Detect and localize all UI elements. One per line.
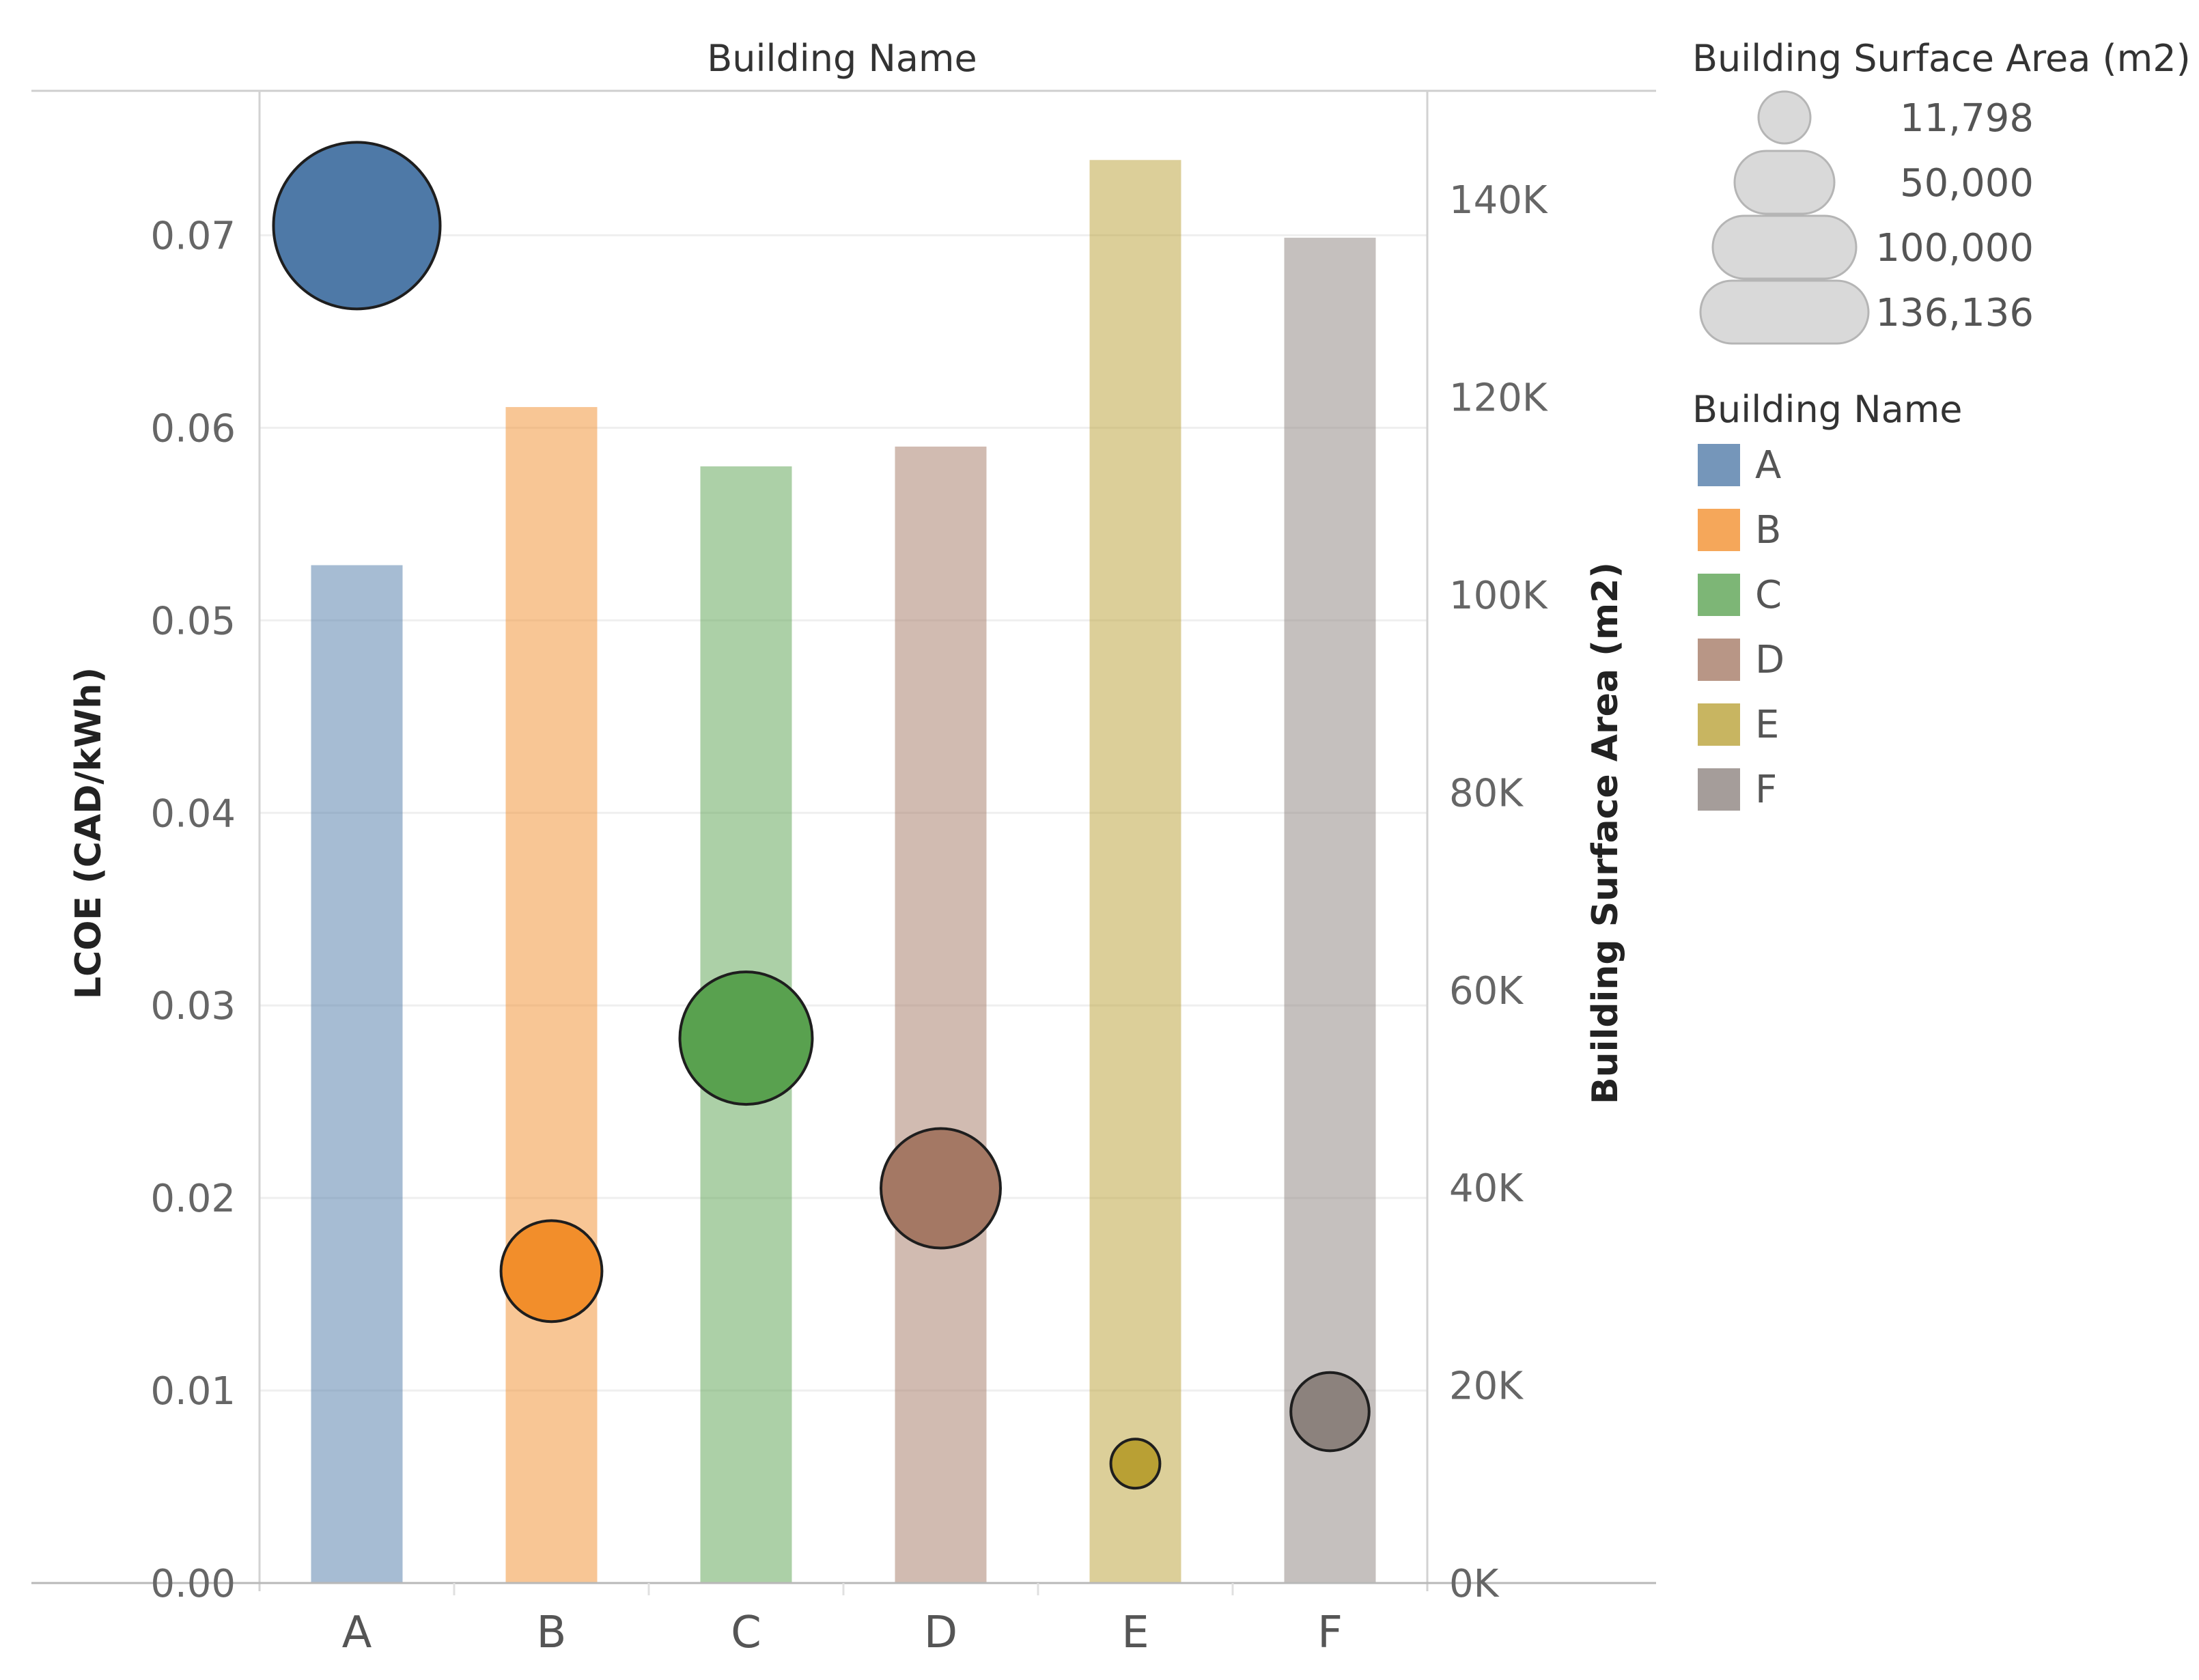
circle-f[interactable]: [1289, 1371, 1371, 1453]
category-label-f: F: [1317, 1608, 1343, 1658]
size-legend-shape: [1757, 90, 1812, 145]
right-axis-title: Building Surface Area (m2): [1585, 562, 1626, 1104]
size-legend-shape: [1699, 279, 1870, 345]
category-label-b: B: [537, 1608, 567, 1658]
color-legend-swatch[interactable]: [1698, 768, 1740, 811]
size-legend-label: 11,798: [1900, 96, 2034, 141]
surface-area-bars: [311, 160, 1376, 1584]
bar-d[interactable]: [895, 446, 987, 1583]
right-tick-label: 140K: [1449, 178, 1548, 223]
circle-d[interactable]: [880, 1127, 1002, 1250]
category-label-e: E: [1121, 1608, 1149, 1658]
color-legend-swatch[interactable]: [1698, 444, 1740, 486]
bar-a[interactable]: [311, 565, 403, 1583]
color-legend-swatch[interactable]: [1698, 574, 1740, 616]
right-tick-label: 120K: [1449, 376, 1548, 421]
circle-b[interactable]: [499, 1219, 604, 1324]
left-tick-label: 0.07: [150, 214, 236, 258]
right-tick-label: 0K: [1449, 1562, 1500, 1606]
size-legend-shape: [1711, 214, 1858, 280]
header-title: Building Name: [707, 37, 977, 80]
category-label-c: C: [731, 1608, 761, 1658]
category-label-a: A: [342, 1608, 372, 1658]
color-legend-label: E: [1755, 703, 1779, 747]
color-legend-label: F: [1755, 768, 1777, 812]
circle-e[interactable]: [1109, 1438, 1162, 1490]
size-legend-label: 100,000: [1875, 226, 2034, 270]
left-tick-label: 0.04: [150, 792, 236, 836]
size-legend: Building Surface Area (m2) 11,798 50,000 1…: [1692, 37, 2191, 345]
left-tick-label: 0.03: [150, 984, 236, 1028]
right-tick-label: 80K: [1449, 771, 1524, 815]
circle-a[interactable]: [272, 141, 442, 311]
bar-f[interactable]: [1284, 238, 1376, 1584]
left-tick-label: 0.05: [150, 599, 236, 643]
color-legend-label: A: [1755, 443, 1781, 488]
color-legend-swatch[interactable]: [1698, 509, 1740, 551]
right-tick-label: 20K: [1449, 1364, 1524, 1409]
color-legend-label: B: [1755, 508, 1781, 552]
color-legend-swatch[interactable]: [1698, 639, 1740, 681]
color-legend-title: Building Name: [1692, 388, 1963, 431]
right-tick-label: 40K: [1449, 1166, 1524, 1211]
color-legend-label: C: [1755, 573, 1782, 617]
left-tick-label: 0.01: [150, 1369, 236, 1414]
right-tick-label: 60K: [1449, 969, 1524, 1013]
size-legend-shape: [1733, 150, 1836, 215]
color-legend-label: D: [1755, 638, 1784, 682]
bar-b[interactable]: [505, 407, 598, 1583]
right-tick-label: 100K: [1449, 574, 1548, 618]
left-axis-title: LCOE (CAD/kWh): [68, 667, 109, 999]
chart-frame: [31, 89, 1656, 1591]
axis-ticks: 0.00 0.01 0.02 0.03 0.04 0.05 0.06 0.07 0K 20K 40K…: [150, 178, 1548, 1658]
size-legend-label: 50,000: [1900, 161, 2034, 206]
lcoe-circles: [272, 141, 1371, 1490]
size-legend-title: Building Surface Area (m2): [1692, 37, 2191, 80]
left-tick-label: 0.06: [150, 406, 236, 451]
left-tick-label: 0.02: [150, 1177, 236, 1221]
left-tick-label: 0.00: [150, 1562, 236, 1606]
bar-e[interactable]: [1089, 160, 1181, 1583]
size-legend-label: 136,136: [1875, 291, 2034, 335]
gridlines: [260, 234, 1427, 1392]
category-label-d: D: [924, 1608, 957, 1658]
circle-c[interactable]: [678, 970, 814, 1106]
color-legend-swatch[interactable]: [1698, 703, 1740, 746]
